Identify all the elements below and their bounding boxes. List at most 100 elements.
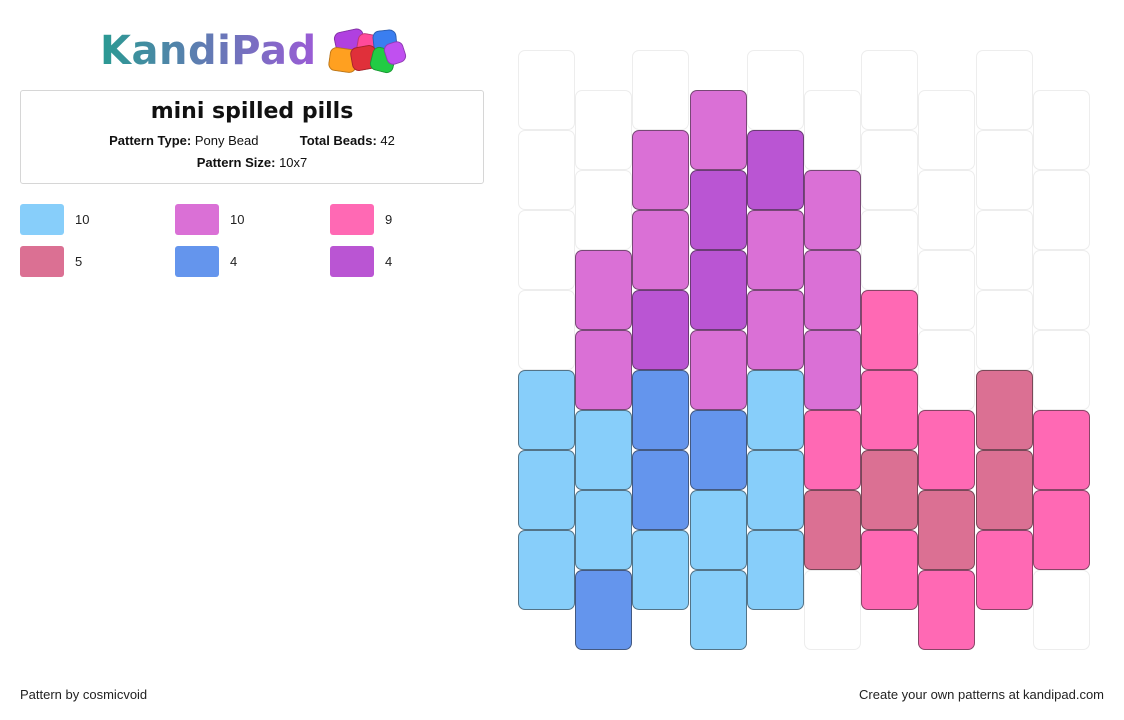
empty-bead-slot [1032,90,1090,170]
bead [632,450,690,530]
empty-bead-slot [861,50,919,130]
color-count: 4 [230,253,238,269]
bead [632,210,690,290]
logo-beads-icon [327,27,408,75]
empty-bead-slot [918,170,976,250]
pattern-size-value: 10x7 [279,155,308,170]
bead [918,490,976,570]
total-beads-value: 42 [380,133,395,148]
empty-bead-slot [975,50,1033,130]
bead [575,410,633,490]
empty-bead-slot [1032,570,1090,650]
empty-bead-slot [518,290,575,370]
empty-bead-slot [1032,170,1090,250]
bead [518,370,575,450]
pattern-author: Pattern by cosmicvoid [20,687,148,702]
bead [689,410,747,490]
empty-bead-slot [1032,330,1090,410]
empty-bead-slot [975,290,1033,370]
pattern-info-card: mini spilled pills Pattern Type: Pony Be… [20,90,484,184]
color-swatch [330,203,374,235]
color-swatch [175,203,219,235]
total-beads-label: Total Beads: [299,133,377,148]
bead [1032,490,1090,570]
empty-bead-slot [861,130,919,210]
color-count: 5 [75,253,83,269]
color-count: 10 [75,211,90,227]
bead-pattern-grid [518,50,1090,650]
bead [746,370,804,450]
color-count: 9 [385,211,393,227]
bead [746,450,804,530]
bead [804,410,861,490]
bead [746,210,804,290]
bead [518,530,575,610]
empty-bead-slot [918,250,976,330]
bead [689,250,747,330]
bead [746,530,804,610]
bead [1032,410,1090,490]
bead [632,290,690,370]
pattern-meta-row: Pattern Type: Pony Bead Total Beads: 42 [21,133,483,149]
empty-bead-slot [746,50,804,130]
empty-bead-slot [518,50,575,130]
bead [575,330,633,410]
bead [518,450,575,530]
bead [975,450,1033,530]
empty-bead-slot [575,90,633,170]
bead [689,490,747,570]
bead [918,410,976,490]
bead [746,290,804,370]
bead [689,330,747,410]
bead [918,570,976,650]
color-swatch [20,245,64,277]
legend-item: 10 [175,203,244,235]
logo-text: KandiPad [100,28,317,74]
bead [975,370,1033,450]
bead [632,370,690,450]
empty-bead-slot [518,210,575,290]
empty-bead-slot [804,90,861,170]
bead [746,130,804,210]
empty-bead-slot [975,130,1033,210]
bead [804,490,861,570]
bead [632,130,690,210]
bead [804,330,861,410]
bead [975,530,1033,610]
bead [575,250,633,330]
empty-bead-slot [518,130,575,210]
bead [861,370,919,450]
bead [689,170,747,250]
bead [689,570,747,650]
kandipad-logo[interactable]: KandiPad [100,26,410,76]
legend-item: 10 [20,203,89,235]
legend-item: 4 [330,245,392,277]
color-count: 4 [385,253,393,269]
kandipad-link[interactable]: Create your own patterns at kandipad.com [859,687,1104,702]
bead [861,290,919,370]
empty-bead-slot [632,50,690,130]
color-swatch [175,245,219,277]
color-count: 10 [230,211,245,227]
empty-bead-slot [575,170,633,250]
pattern-title: mini spilled pills [150,99,354,124]
empty-bead-slot [1032,250,1090,330]
bead [804,250,861,330]
pattern-type-value: Pony Bead [194,133,259,148]
pattern-size-label: Pattern Size: [196,155,276,170]
pattern-type-label: Pattern Type: [109,133,192,148]
bead [632,530,690,610]
legend-item: 9 [330,203,392,235]
empty-bead-slot [861,210,919,290]
pattern-size-row: Pattern Size: 10x7 [21,155,483,171]
bead [861,530,919,610]
bead [575,490,633,570]
bead [861,450,919,530]
empty-bead-slot [918,330,976,410]
empty-bead-slot [804,570,861,650]
color-swatch [330,245,374,277]
legend-item: 4 [175,245,237,277]
empty-bead-slot [918,90,976,170]
empty-bead-slot [975,210,1033,290]
bead [689,90,747,170]
